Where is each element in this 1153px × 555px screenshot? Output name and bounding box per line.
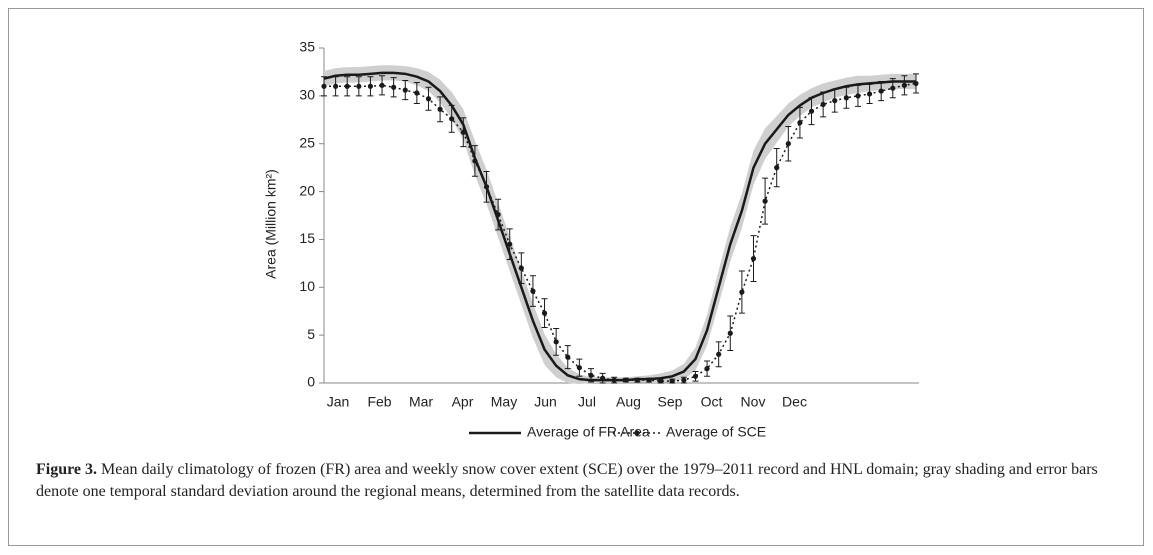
x-tick-label: Nov [741,394,766,410]
y-tick-label: 35 [299,39,315,55]
sce-point [890,85,896,91]
sce-point [414,90,420,96]
sce-point [913,80,919,87]
sce-point [599,375,606,381]
y-tick-label: 20 [299,182,315,198]
y-tick-label: 15 [299,230,315,246]
y-tick-label: 25 [299,134,315,150]
sce-point [727,330,733,336]
sce-line [324,82,917,382]
figure-frame: Area (Million km²) 0 5 10 15 20 25 30 35 Jan Feb M… [8,8,1144,546]
sce-point [425,96,432,102]
x-tick-label: Jun [534,394,557,410]
sce-point [344,83,350,89]
sce-point [634,377,641,383]
sce-point [716,351,722,357]
sce-point [866,91,873,97]
fr-line [323,71,916,382]
chart: Area (Million km²) 0 5 10 15 20 25 30 35 Jan Feb M… [263,39,919,440]
sce-point [321,83,327,89]
sce-point [507,241,513,247]
sce-point [623,377,629,383]
sce-point [797,120,803,126]
sce-point [832,98,838,104]
sce-point [518,265,524,271]
sce-point [762,198,768,204]
sce-point [692,373,699,379]
sce-point [588,372,594,378]
x-tick-label: Jan [327,394,350,410]
sce-point [669,378,675,384]
sce-point [576,365,582,371]
y-tick-label: 5 [307,326,315,342]
sce-point [483,184,490,190]
sce-point [658,378,664,384]
x-tick-label: Aug [616,394,641,410]
y-tick-label: 0 [307,374,315,390]
x-tick-label: Sep [658,394,683,410]
legend-swatch-dot [634,430,640,436]
sce-point [460,129,466,135]
sce-point [565,354,571,360]
y-axis-title: Area (Million km²) [263,169,279,279]
x-tick-label: Feb [367,394,391,410]
sce-point [611,377,617,383]
x-tick-label: Dec [782,394,807,410]
x-tick-label: Oct [701,394,723,410]
sce-point [843,95,849,101]
sce-point [530,288,536,294]
sce-point [646,377,652,383]
sce-point [333,83,339,89]
sce-point [774,165,780,171]
sce-point [367,83,374,89]
x-tick-label: Apr [452,394,474,410]
sce-point [878,88,884,94]
sce-point [553,339,559,345]
sce-point [855,93,861,99]
caption-label: Figure 3. [36,461,98,478]
sce-point [704,366,710,372]
sce-point [402,87,408,93]
y-tick-label: 30 [299,87,315,103]
sce-point [739,289,745,295]
x-tick-label: Jul [578,394,596,410]
sce-point [356,83,362,89]
sce-point [785,141,791,147]
caption: Figure 3. Mean daily climatology of froz… [36,459,1126,503]
sce-point [541,310,548,316]
sce-point [495,211,501,218]
sce-point [472,158,478,164]
sce-point [820,101,826,108]
x-tick-label: Mar [409,394,433,410]
std-band [324,65,916,384]
sce-point [437,106,443,112]
caption-text: Mean daily climatology of frozen (FR) ar… [36,461,1098,500]
legend-label: Average of FR Area [527,424,650,440]
sce-point [391,84,397,90]
sce-point [750,255,757,262]
sce-point [808,108,815,114]
y-tick-label: 10 [299,278,315,294]
sce-point [449,116,455,122]
sce-point [681,377,687,383]
sce-point [379,82,385,88]
sce-point [901,82,907,88]
legend-label: Average of SCE [666,424,766,440]
x-tick-label: May [491,394,517,410]
